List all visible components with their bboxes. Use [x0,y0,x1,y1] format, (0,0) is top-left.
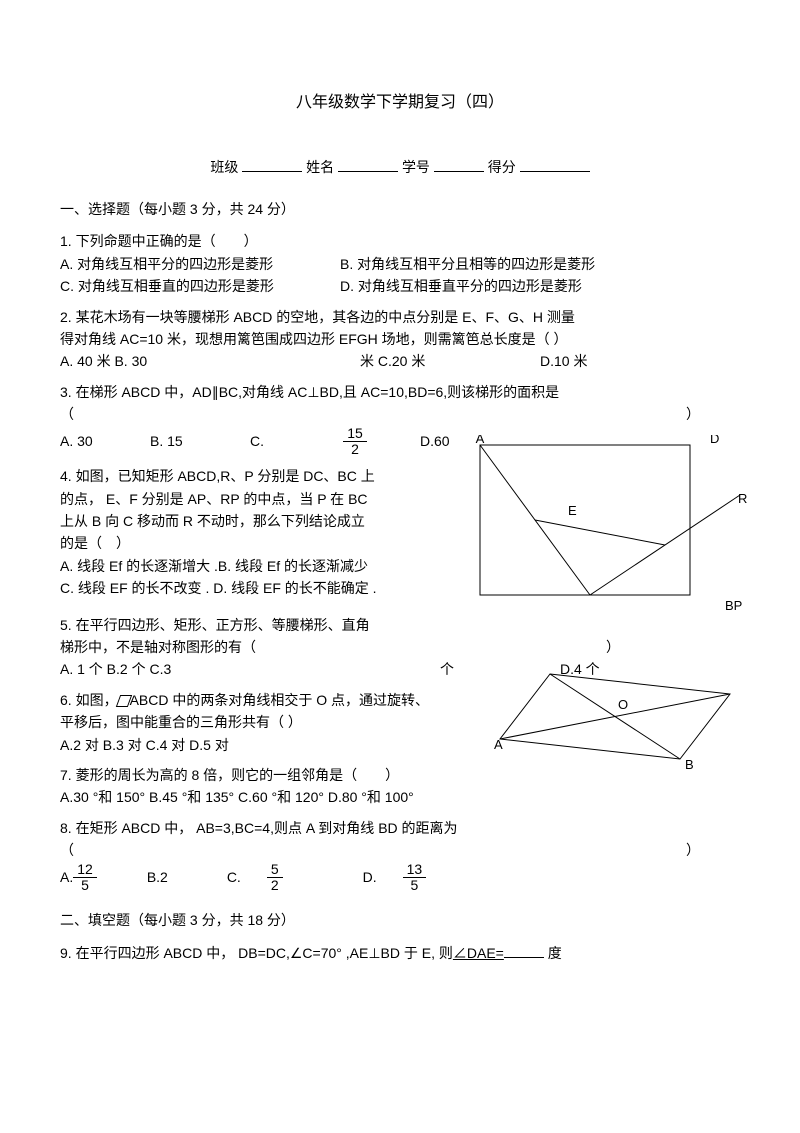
q8-a-den: 5 [73,878,97,893]
section1-head: 一、选择题（每小题 3 分，共 24 分） [60,198,740,220]
q7-opts: A.30 °和 150° B.45 °和 135° C.60 °和 120° D… [60,786,740,808]
q8-paren-open: （ [60,839,74,861]
student-info-line: 班级 姓名 学号 得分 [60,156,740,178]
q6-l2: 平移后，图中能重合的三角形共有（ ） [60,711,480,733]
q8-paren-close: ） [686,839,700,861]
q8-opt-c-frac: 5 2 [267,862,283,894]
page: 八年级数学下学期复习（四） 班级 姓名 学号 得分 一、选择题（每小题 3 分，… [0,0,800,1012]
q3-paren-close: ） [686,403,700,425]
name-label: 姓名 [306,159,334,175]
section2-head: 二、填空题（每小题 3 分，共 18 分） [60,909,740,931]
q4-opt-ab: A. 线段 Ef 的长逐渐增大 .B. 线段 Ef 的长逐渐减少 [60,555,420,577]
q2-opt-c: D.10 米 [540,350,587,372]
fig6-label-a: A [494,737,503,752]
q5-l3: ） [606,636,620,658]
q4-l2: 的点， E、F 分别是 AP、RP 的中点，当 P 在 BC [60,488,420,510]
q3-c-num: 15 [343,426,367,442]
q5-opt-abc: A. 1 个 B.2 个 C.3 [60,658,440,680]
q4-opt-cd: C. 线段 EF 的长不改变 . D. 线段 EF 的长不能确定 . [60,577,420,599]
q1-opt-a: A. 对角线互相平分的四边形是菱形 [60,253,340,275]
q8-opt-a-label: A. [60,866,73,888]
fig4-label-e: E [568,503,577,518]
q8-d-num: 13 [403,862,427,877]
q3-opt-c-label: C. [250,430,290,452]
q5-l2: 梯形中，不是轴对称图形的有（ [60,636,256,658]
id-label: 学号 [402,159,430,175]
question-7: 7. 菱形的周长为高的 8 倍，则它的一组邻角是（ ） A.30 °和 150°… [60,764,740,809]
q3-paren-open: （ [60,403,74,425]
q2-line2: 得对角线 AC=10 米，现想用篱笆围成四边形 EFGH 场地，则需篱笆总长度是… [60,328,740,350]
q9-angle: ∠DAE= [453,945,504,961]
q3-opt-b: B. 15 [150,430,250,452]
q8-c-num: 5 [267,862,283,877]
q4-l1: 4. 如图，已知矩形 ABCD,R、P 分别是 DC、BC 上 [60,465,420,487]
q3-c-den: 2 [343,442,367,457]
q9-l1a: 9. 在平行四边形 ABCD 中， DB=DC,∠C=70° ,AE⊥BD 于 … [60,945,453,961]
q8-opt-a-frac: 12 5 [73,862,97,894]
q3-line1: 3. 在梯形 ABCD 中，AD∥BC,对角线 AC⊥BD,且 AC=10,BD… [60,381,740,403]
id-blank[interactable] [434,157,484,172]
q3-opt-c-frac: 15 2 [290,426,420,458]
q8-opt-c-label: C. [227,866,267,888]
fig4-label-bp: BP [725,598,742,613]
q7-text: 7. 菱形的周长为高的 8 倍，则它的一组邻角是（ ） [60,764,740,786]
question-1: 1. 下列命题中正确的是（ ） A. 对角线互相平分的四边形是菱形 B. 对角线… [60,230,740,297]
q4-l3: 上从 B 向 C 移动而 R 不动时，那么下列结论成立 [60,510,420,532]
q6-l1: 6. 如图，ABCD 中的两条对角线相交于 O 点，通过旋转、 [60,689,480,711]
q8-l1: 8. 在矩形 ABCD 中， AB=3,BC=4,则点 A 到对角线 BD 的距… [60,817,740,839]
q8-opt-b: B.2 [147,866,227,888]
q1-opt-b: B. 对角线互相平分且相等的四边形是菱形 [340,253,595,275]
q1-text: 1. 下列命题中正确的是（ ） [60,230,740,252]
q2-line1: 2. 某花木场有一块等腰梯形 ABCD 的空地，其各边的中点分别是 E、F、G、… [60,306,740,328]
fig6-label-o: O [618,697,628,712]
q2-opt-b: 米 C.20 米 [360,350,540,372]
class-label: 班级 [210,159,238,175]
q5-l1: 5. 在平行四边形、矩形、正方形、等腰梯形、直角 [60,614,480,636]
question-6: 6. 如图，ABCD 中的两条对角线相交于 O 点，通过旋转、 平移后，图中能重… [60,689,740,756]
q8-opt-d-label: D. [363,866,403,888]
q2-opt-a: A. 40 米 B. 30 [60,350,360,372]
question-2: 2. 某花木场有一块等腰梯形 ABCD 的空地，其各边的中点分别是 E、F、G、… [60,306,740,373]
page-title: 八年级数学下学期复习（四） [60,90,740,116]
q6-figure: O A B [490,664,740,780]
q8-opt-d-frac: 13 5 [403,862,427,894]
score-label: 得分 [488,159,516,175]
q1-opt-d: D. 对角线互相垂直平分的四边形是菱形 [340,275,582,297]
q9-blank[interactable] [504,943,544,958]
fig4-label-r: R [738,491,747,506]
q8-c-den: 2 [267,877,283,893]
q3-opt-a: A. 30 [60,430,150,452]
question-9: 9. 在平行四边形 ABCD 中， DB=DC,∠C=70° ,AE⊥BD 于 … [60,942,740,964]
question-4: 4. 如图，已知矩形 ABCD,R、P 分别是 DC、BC 上 的点， E、F … [60,465,740,599]
rectangle-diagram-icon: A D E R BP [450,435,750,615]
q8-a-num: 12 [73,862,97,878]
q4-l4: 的是（ ） [60,532,420,554]
q6-opts: A.2 对 B.3 对 C.4 对 D.5 对 [60,734,480,756]
score-blank[interactable] [520,157,590,172]
fig4-label-a: A [476,435,485,446]
parallelogram-diagram-icon: O A B [490,664,740,774]
q3-opt-d: D.60 [420,430,450,452]
name-blank[interactable] [338,157,398,172]
q4-figure: A D E R BP [450,435,750,621]
class-blank[interactable] [242,157,302,172]
question-8: 8. 在矩形 ABCD 中， AB=3,BC=4,则点 A 到对角线 BD 的距… [60,817,740,894]
q8-d-den: 5 [403,877,427,893]
q1-opt-c: C. 对角线互相垂直的四边形是菱形 [60,275,340,297]
fig4-label-d: D [710,435,719,446]
q9-l1b: 度 [544,945,562,961]
